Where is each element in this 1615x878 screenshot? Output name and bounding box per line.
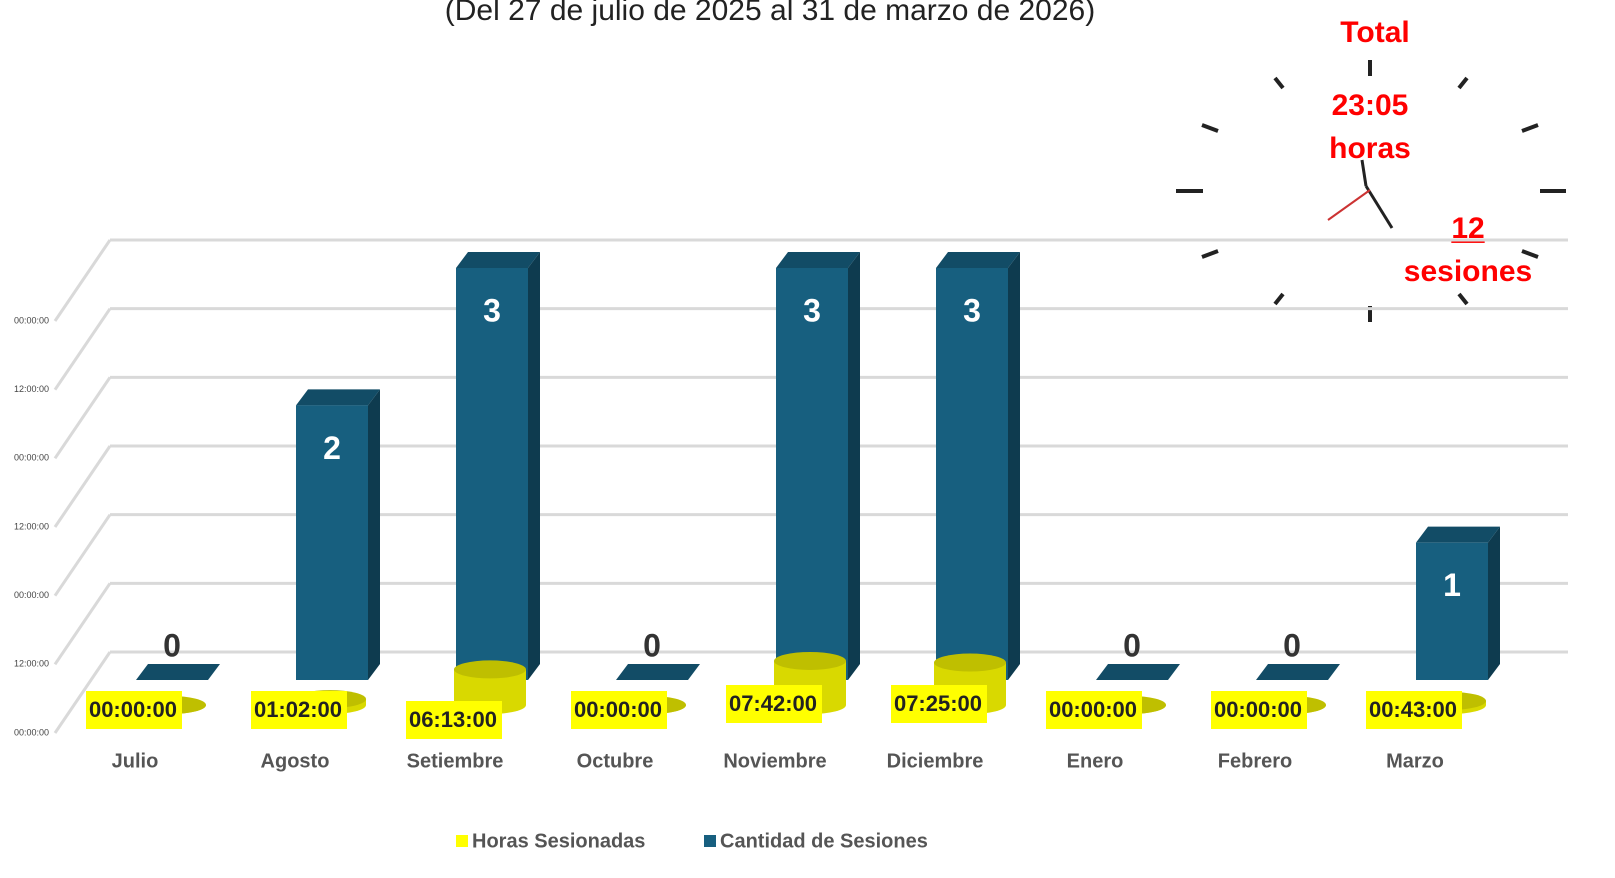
data-label: 2 [323, 430, 341, 466]
cylinder-top [934, 653, 1006, 672]
x-tick-label: Enero [1067, 750, 1124, 772]
bar-front [776, 268, 848, 680]
x-tick-label: Febrero [1218, 750, 1292, 772]
grid-line [53, 376, 112, 460]
legend-swatch [704, 835, 716, 847]
data-label: 00:00:00 [1049, 697, 1137, 722]
annotation: 23:05 [1332, 89, 1409, 122]
data-label: 07:42:00 [729, 691, 817, 716]
legend-label: Cantidad de Sesiones [720, 830, 928, 852]
data-label: 0 [643, 627, 661, 663]
y-tick-label: 00:00:00 [14, 590, 49, 600]
cylinder-top [454, 660, 526, 679]
bar [1416, 526, 1500, 680]
bar-front [1416, 542, 1488, 680]
x-tick-label: Diciembre [887, 750, 984, 772]
bar-side [1488, 526, 1500, 680]
data-label: 00:00:00 [1214, 697, 1302, 722]
data-label-box [251, 691, 347, 729]
bar [776, 252, 860, 680]
bar-front [296, 405, 368, 680]
data-label-box [891, 685, 987, 723]
x-tick-label: Octubre [577, 750, 654, 772]
chart-subtitle: (Del 27 de julio de 2025 al 31 de marzo … [445, 0, 1095, 27]
data-label: 3 [963, 292, 981, 328]
bar [1256, 664, 1340, 680]
data-label: 07:25:00 [894, 691, 982, 716]
data-label: 3 [483, 292, 501, 328]
data-label: 01:02:00 [254, 697, 342, 722]
data-label-box [571, 691, 667, 729]
data-label: 00:00:00 [574, 697, 662, 722]
bar-top [1416, 526, 1500, 543]
bar-top [1096, 664, 1180, 680]
grid-line [53, 651, 112, 734]
bar-top [936, 252, 1020, 268]
bar-top [776, 252, 860, 268]
data-label-box [1046, 691, 1142, 729]
x-tick-label: Julio [112, 750, 159, 772]
bar [1096, 664, 1180, 680]
clock-icon [1176, 60, 1566, 322]
x-tick-label: Marzo [1386, 750, 1444, 772]
annotation: horas [1329, 132, 1411, 165]
y-tick-label: 12:00:00 [14, 659, 49, 669]
cylinder-top [774, 651, 846, 670]
legend-label: Horas Sesionadas [472, 830, 645, 852]
x-tick-label: Noviembre [723, 750, 826, 772]
data-label: 3 [803, 292, 821, 328]
data-label: 00:00:00 [89, 697, 177, 722]
data-label: 0 [1283, 627, 1301, 663]
annotation: Total [1340, 16, 1409, 49]
y-tick-label: 12:00:00 [14, 521, 49, 531]
grid-line [53, 582, 112, 666]
bar [136, 664, 220, 680]
bar-side [368, 389, 380, 680]
bar-side [848, 252, 860, 680]
annotation: sesiones [1404, 255, 1532, 288]
bar-top [616, 664, 700, 680]
data-label: 00:43:00 [1369, 697, 1457, 722]
grid-line [53, 513, 112, 597]
y-tick-label: 12:00:00 [14, 384, 49, 394]
legend-swatch [456, 835, 468, 847]
data-label-box [726, 685, 822, 723]
y-tick-label: 00:00:00 [14, 727, 49, 737]
x-tick-label: Setiembre [407, 750, 504, 772]
x-tick-label: Agosto [261, 750, 330, 772]
bar [456, 252, 540, 680]
bar-top [1256, 664, 1340, 680]
grid-line [53, 307, 112, 391]
grid-line [53, 445, 112, 528]
bar-front [456, 268, 528, 680]
y-tick-label: 00:00:00 [14, 315, 49, 325]
bar-top [456, 252, 540, 268]
data-label-box [406, 701, 502, 739]
data-label-box [1366, 691, 1462, 729]
y-tick-label: 00:00:00 [14, 453, 49, 463]
bar-top [296, 389, 380, 406]
data-label: 1 [1443, 567, 1461, 603]
bar [616, 664, 700, 680]
data-label: 0 [163, 627, 181, 663]
bar-top [136, 664, 220, 680]
bar [936, 252, 1020, 680]
data-label-box [1211, 691, 1307, 729]
data-label-box [86, 691, 182, 729]
bar-side [1008, 252, 1020, 680]
data-label: 06:13:00 [409, 707, 497, 732]
bar [296, 389, 380, 680]
grid-line [53, 239, 112, 322]
data-label: 0 [1123, 627, 1141, 663]
bar-front [936, 268, 1008, 680]
bar-side [528, 252, 540, 680]
